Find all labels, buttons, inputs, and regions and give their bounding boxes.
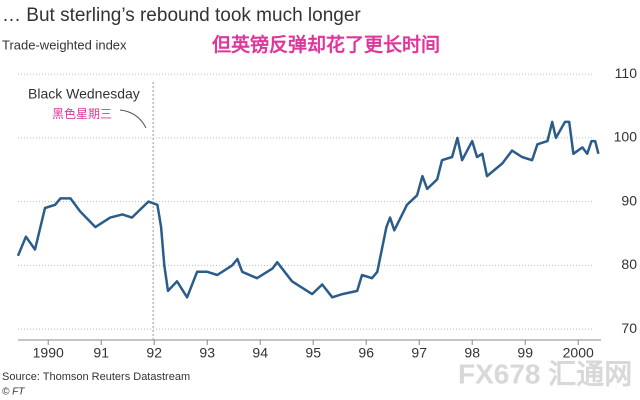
- source: Source: Thomson Reuters Datastream: [2, 371, 190, 383]
- chart-title: … But sterling’s rebound took much longe…: [2, 5, 361, 26]
- y-tick-label: 70: [621, 320, 637, 336]
- x-tick-label: 93: [199, 345, 215, 361]
- x-tick-label: 94: [252, 345, 268, 361]
- line-series: [16, 120, 600, 299]
- x-tick-label: 95: [305, 345, 321, 361]
- annotation-arrow: [119, 109, 147, 129]
- annotation-zh: 黑色星期三: [52, 107, 112, 121]
- x-tick-label: 91: [93, 345, 109, 361]
- y-tick-label: 100: [614, 129, 638, 145]
- x-tick-label: 96: [358, 345, 374, 361]
- y-tick-label: 110: [615, 65, 638, 81]
- x-tick-label: 92: [146, 345, 162, 361]
- y-tick-label: 90: [621, 192, 637, 208]
- chart-subtitle: Trade-weighted index: [2, 37, 127, 52]
- annotation: Black Wednesday: [28, 86, 140, 102]
- x-tick-label: 98: [464, 345, 480, 361]
- chart-subtitle-zh: 但英镑反弹却花了更长时间: [212, 33, 440, 56]
- watermark: FX678 汇通网: [458, 358, 632, 389]
- credit: © FT: [2, 387, 25, 398]
- x-tick-label: 99: [517, 345, 533, 361]
- x-tick-label: 1990: [33, 345, 64, 361]
- x-tick-label: 97: [411, 345, 427, 361]
- x-tick-label: 2000: [563, 345, 594, 361]
- y-tick-label: 80: [621, 256, 637, 272]
